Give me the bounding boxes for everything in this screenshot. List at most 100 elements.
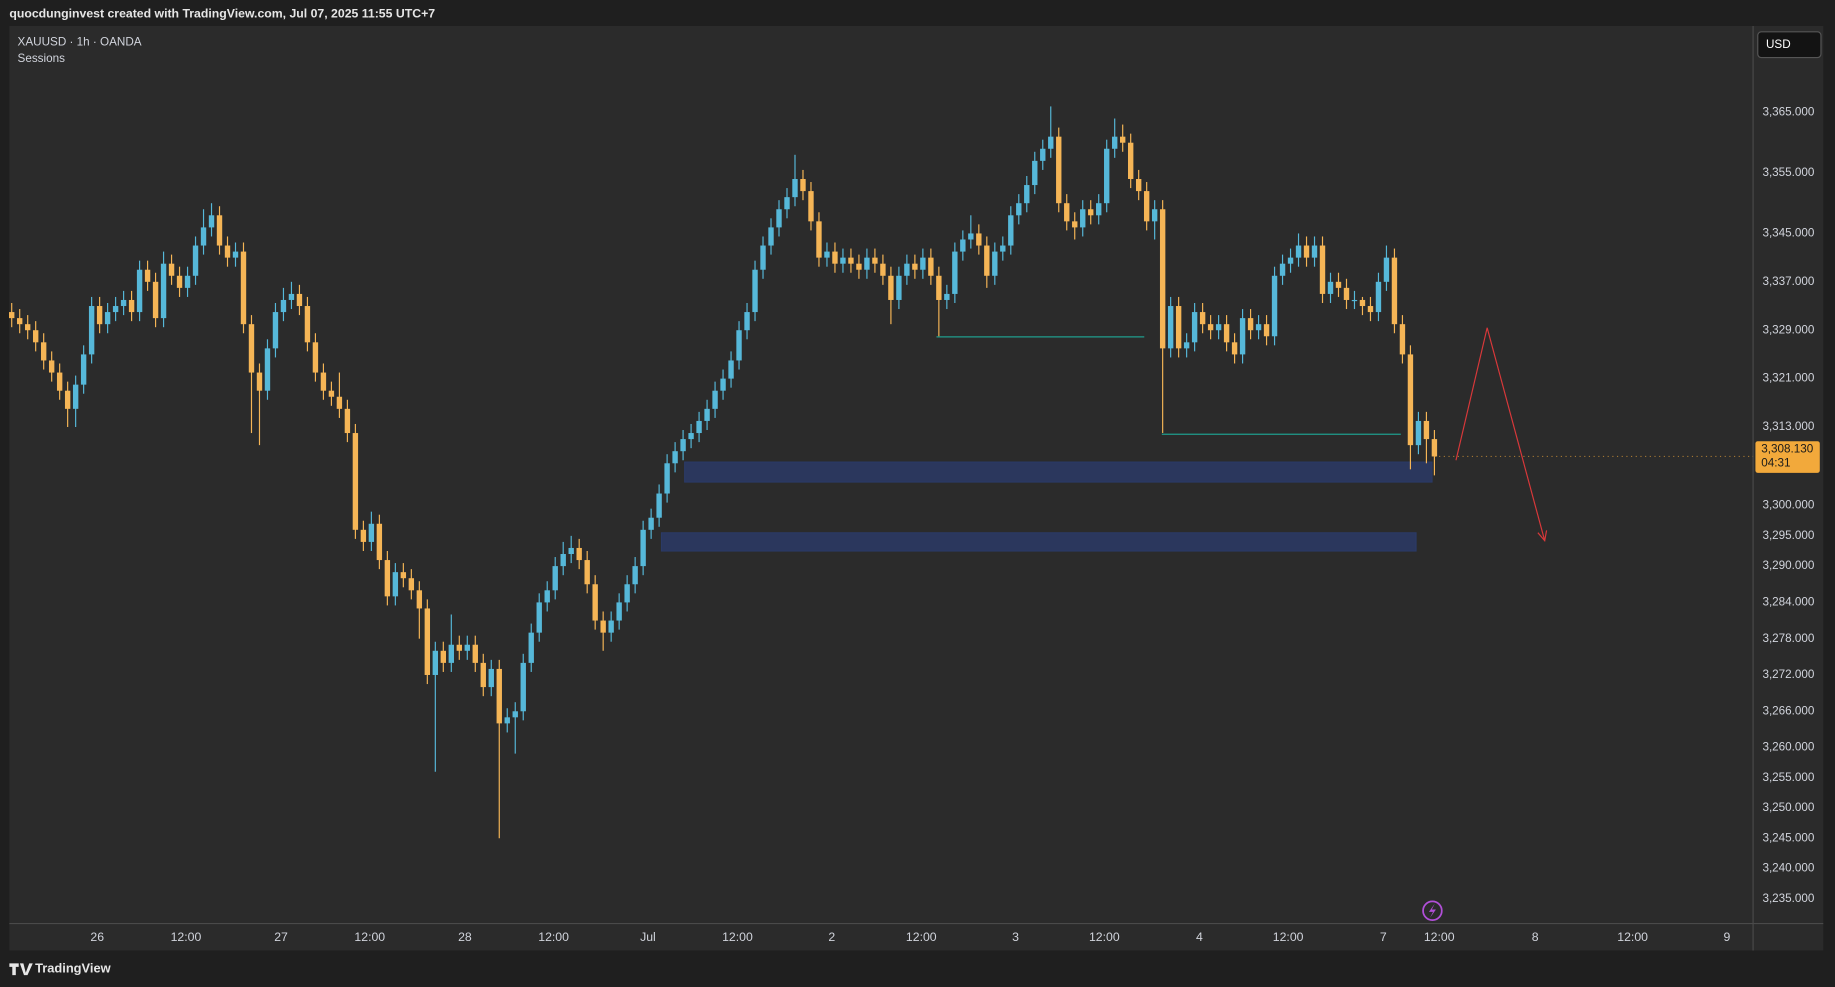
candle-body	[120, 299, 127, 307]
candle-body	[256, 372, 263, 391]
candle-body	[768, 227, 774, 246]
x-tick-label: 8	[1532, 930, 1539, 944]
candle-body	[136, 269, 143, 313]
candle-body	[96, 306, 103, 325]
candle-body	[384, 560, 391, 597]
symbol: XAUUSD · 1h · OANDA	[18, 35, 142, 48]
y-tick-label: 3,272.000	[1762, 668, 1814, 681]
candle-body	[456, 644, 462, 651]
y-tick-label: 3,300.000	[1762, 499, 1814, 512]
candle-body	[912, 263, 918, 270]
candle-body	[168, 263, 175, 276]
candle-body	[728, 360, 734, 379]
candle-body	[184, 275, 191, 288]
y-tick-label: 3,255.000	[1762, 771, 1814, 784]
candle-body	[464, 644, 470, 651]
y-tick-label: 3,260.000	[1762, 741, 1814, 754]
candle-body	[288, 293, 295, 300]
candle-body	[984, 245, 990, 276]
candle-body	[320, 372, 327, 391]
candle-body	[744, 312, 750, 331]
x-tick-label: 12:00	[171, 930, 202, 944]
candle-body	[856, 263, 862, 270]
candle-body	[816, 221, 822, 258]
candle-body	[1415, 420, 1422, 446]
candle-body	[1080, 209, 1086, 228]
candle-body	[840, 257, 846, 264]
currency: USD	[1766, 38, 1791, 51]
candle-body	[864, 257, 870, 270]
candle-body	[872, 257, 878, 264]
zone	[684, 461, 1433, 483]
y-tick-label: 3,295.000	[1762, 529, 1814, 542]
candle-body	[1072, 221, 1078, 228]
candle-body	[32, 330, 39, 343]
candle-body	[1104, 148, 1110, 204]
x-tick-label: 12:00	[1089, 930, 1120, 944]
y-tick-label: 3,245.000	[1762, 831, 1814, 844]
candle-body	[224, 245, 231, 258]
candle-body	[664, 463, 670, 494]
y-tick-label: 3,313.000	[1762, 420, 1814, 433]
arrow-path	[1455, 327, 1546, 541]
candle-body	[1135, 179, 1142, 192]
candle-body	[1383, 257, 1390, 282]
candle-body	[232, 251, 239, 258]
candle-body	[1335, 281, 1342, 288]
y-tick-label: 3,240.000	[1762, 862, 1814, 875]
candle-body	[88, 306, 95, 355]
y-tick-label: 3,337.000	[1762, 275, 1814, 288]
candle-body	[104, 312, 111, 325]
x-tick-label: 12:00	[1424, 930, 1455, 944]
candle-body	[1399, 324, 1406, 355]
x-tick-label: 28	[458, 930, 472, 944]
candle-body	[504, 717, 510, 724]
candle-body	[1231, 342, 1238, 355]
candle-body	[1127, 142, 1134, 180]
candle-body	[896, 275, 902, 300]
candle-body	[592, 584, 598, 621]
candle-body	[312, 342, 319, 373]
candle-body	[1343, 287, 1350, 300]
x-tick-label: 4	[1196, 930, 1203, 944]
candle-body	[192, 245, 199, 276]
candle-body	[808, 191, 814, 222]
candle-body	[680, 439, 686, 452]
currency-box[interactable]	[1757, 31, 1822, 59]
candle-body	[576, 547, 582, 561]
candle-body	[1000, 245, 1006, 252]
candle-body	[760, 245, 766, 270]
y-tick-label: 3,345.000	[1762, 227, 1814, 240]
candle-body	[304, 306, 311, 343]
candle-body	[216, 215, 223, 246]
candle-body	[936, 275, 942, 300]
candle-body	[1351, 299, 1358, 302]
candle-body	[272, 312, 279, 349]
candle-body	[552, 566, 558, 591]
candle-body	[960, 239, 966, 252]
lightning-icon[interactable]	[1422, 900, 1443, 921]
candle-body	[344, 408, 351, 434]
candle-body	[24, 324, 31, 331]
candle-body	[544, 590, 550, 603]
candle-body	[584, 560, 590, 585]
candle-body	[624, 584, 630, 603]
candle-body	[480, 662, 486, 688]
y-tick-label: 3,365.000	[1762, 106, 1814, 119]
x-tick-label: 9	[1724, 930, 1731, 944]
candle-body	[1191, 312, 1198, 343]
candle-body	[328, 390, 335, 397]
candle-body	[128, 299, 135, 313]
candle-body	[1159, 209, 1166, 349]
zone	[660, 532, 1417, 552]
candle-body	[208, 215, 215, 228]
candle-body	[1048, 136, 1054, 149]
y-tick-label: 3,235.000	[1762, 892, 1814, 905]
brand: TradingView	[35, 961, 112, 976]
candle-body	[472, 644, 478, 663]
candle-body	[1359, 299, 1366, 307]
candle-body	[1032, 160, 1038, 186]
candle-body	[416, 590, 423, 609]
candle-body	[512, 711, 518, 718]
candle-body	[248, 324, 255, 373]
